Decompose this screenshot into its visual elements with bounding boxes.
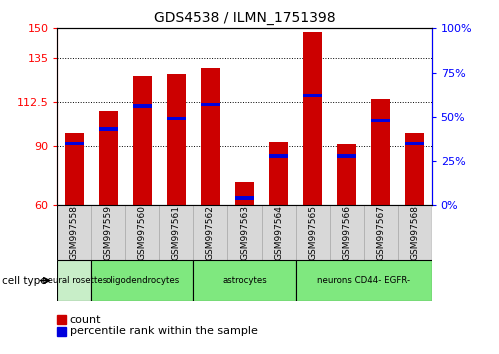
Bar bbox=[269, 142, 288, 205]
Bar bbox=[91, 260, 194, 301]
Text: GSM997568: GSM997568 bbox=[410, 205, 419, 260]
Text: GSM997567: GSM997567 bbox=[376, 205, 385, 260]
Bar bbox=[201, 68, 220, 205]
Text: GSM997565: GSM997565 bbox=[308, 205, 317, 260]
Bar bbox=[405, 132, 424, 205]
Bar bbox=[133, 104, 152, 108]
Bar bbox=[194, 205, 228, 260]
Bar bbox=[160, 205, 194, 260]
Text: GSM997562: GSM997562 bbox=[206, 205, 215, 260]
Text: oligodendrocytes: oligodendrocytes bbox=[105, 276, 180, 285]
Bar bbox=[371, 119, 390, 122]
Bar bbox=[91, 205, 125, 260]
Text: astrocytes: astrocytes bbox=[222, 276, 267, 285]
Bar bbox=[405, 142, 424, 145]
Bar bbox=[65, 142, 84, 145]
Text: GSM997559: GSM997559 bbox=[104, 205, 113, 260]
Title: GDS4538 / ILMN_1751398: GDS4538 / ILMN_1751398 bbox=[154, 11, 335, 24]
Text: percentile rank within the sample: percentile rank within the sample bbox=[70, 326, 258, 336]
Bar bbox=[329, 205, 364, 260]
Bar bbox=[269, 154, 288, 158]
Bar bbox=[99, 111, 118, 205]
Bar bbox=[235, 182, 254, 205]
Bar bbox=[57, 205, 91, 260]
Text: cell type: cell type bbox=[2, 275, 47, 286]
Bar bbox=[167, 117, 186, 120]
Bar bbox=[303, 94, 322, 97]
Text: GSM997563: GSM997563 bbox=[240, 205, 249, 260]
Bar bbox=[133, 75, 152, 205]
Bar bbox=[194, 260, 295, 301]
Bar bbox=[99, 127, 118, 131]
Bar bbox=[65, 132, 84, 205]
Bar bbox=[228, 205, 261, 260]
Bar bbox=[364, 205, 398, 260]
Text: GSM997560: GSM997560 bbox=[138, 205, 147, 260]
Text: count: count bbox=[70, 315, 101, 325]
Text: neural rosettes: neural rosettes bbox=[42, 276, 107, 285]
Bar bbox=[303, 32, 322, 205]
Text: neurons CD44- EGFR-: neurons CD44- EGFR- bbox=[317, 276, 410, 285]
Bar bbox=[167, 74, 186, 205]
Bar bbox=[261, 205, 295, 260]
Bar bbox=[201, 103, 220, 106]
Text: GSM997564: GSM997564 bbox=[274, 205, 283, 260]
Bar bbox=[125, 205, 160, 260]
Bar bbox=[57, 260, 91, 301]
Text: GSM997566: GSM997566 bbox=[342, 205, 351, 260]
Bar bbox=[398, 205, 432, 260]
Bar bbox=[337, 144, 356, 205]
Bar bbox=[235, 196, 254, 200]
Text: GSM997561: GSM997561 bbox=[172, 205, 181, 260]
Text: GSM997558: GSM997558 bbox=[70, 205, 79, 260]
Bar bbox=[337, 154, 356, 158]
Bar bbox=[295, 205, 329, 260]
Bar bbox=[295, 260, 432, 301]
Bar bbox=[371, 99, 390, 205]
